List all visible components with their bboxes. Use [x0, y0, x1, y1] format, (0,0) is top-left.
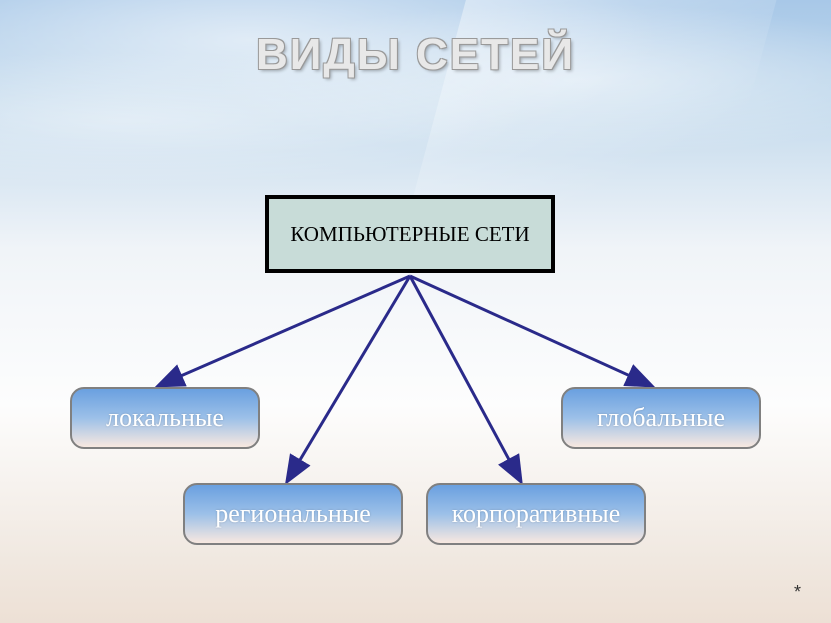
slide-title: ВИДЫ СЕТЕЙ	[256, 30, 575, 80]
leaf-node-corporate: корпоративные	[426, 483, 646, 545]
leaf-label: глобальные	[597, 403, 725, 433]
leaf-node-global: глобальные	[561, 387, 761, 449]
page-number: *	[794, 582, 801, 603]
root-node: КОМПЬЮТЕРНЫЕ СЕТИ	[265, 195, 555, 273]
leaf-label: локальные	[106, 403, 224, 433]
leaf-node-regional: региональные	[183, 483, 403, 545]
leaf-label: региональные	[215, 499, 371, 529]
leaf-node-local: локальные	[70, 387, 260, 449]
leaf-label: корпоративные	[452, 499, 621, 529]
root-label: КОМПЬЮТЕРНЫЕ СЕТИ	[290, 222, 529, 247]
